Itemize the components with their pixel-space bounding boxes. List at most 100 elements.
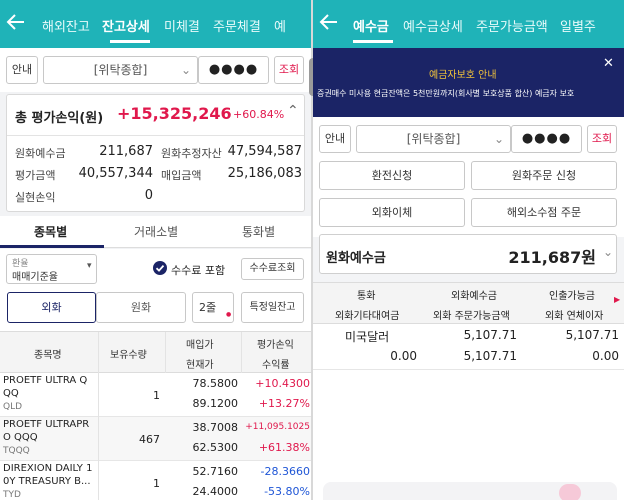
col-qty: 보유수량 — [110, 350, 147, 361]
fee-query-button[interactable]: 수수료조회 — [241, 258, 304, 280]
chevron-down-icon: ⌄ — [493, 132, 504, 146]
sub-tab-by-stock[interactable]: 종목별 — [34, 225, 68, 239]
tab-more[interactable]: 예 — [274, 20, 286, 35]
stock-rate: -53.80% — [264, 485, 310, 498]
back-arrow-icon[interactable] — [319, 12, 341, 36]
summary-value: 211,687 — [99, 144, 153, 159]
col-rate: 수익률 — [262, 360, 290, 371]
stock-pl: -28.3660 — [260, 465, 310, 478]
close-icon[interactable]: ✕ — [603, 56, 614, 71]
stock-current-price: 89.1200 — [192, 397, 239, 410]
password-input[interactable]: ●●●● — [198, 56, 269, 84]
fx-rate-value: 매매기준율 — [12, 272, 58, 283]
tab-orderable-amount[interactable]: 주문가능금액 — [476, 20, 548, 35]
back-arrow-icon[interactable] — [6, 12, 28, 36]
dot-icon: ● — [226, 311, 232, 318]
tab-unfilled[interactable]: 미체결 — [164, 20, 200, 35]
currency-name: 미국달러 — [345, 330, 390, 344]
fx-overdue-value: 0.00 — [592, 349, 619, 363]
tab-overseas-balance[interactable]: 해외잔고 — [42, 20, 90, 35]
stock-buy-price: 38.7008 — [192, 421, 239, 434]
fx-rate-select[interactable]: 환율 매매기준율 ▾ — [6, 254, 97, 284]
summary-value: 0 — [144, 188, 153, 203]
col-divider — [98, 332, 99, 374]
stock-name: PROETF ULTRAPR — [3, 419, 90, 430]
account-select[interactable]: [위탁종합] ⌄ — [356, 125, 511, 153]
account-select-value: [위탁종합] — [93, 63, 148, 77]
sub-tab-bar: 종목별 거래소별 통화별 — [0, 216, 311, 248]
holdings-table-header: 종목명 보유수량 매입가 현재가 평가손익 수익률 — [0, 331, 311, 374]
banner-text: 증권매수 미사용 현금잔액은 5천만원까지(회사별 보호상품 합산) 예금자 보… — [317, 89, 575, 98]
fx-transfer-button[interactable]: 외화이체 — [319, 198, 465, 227]
right-header: 예수금 예수금상세 주문가능금액 일별주 — [313, 0, 624, 48]
specific-date-button[interactable]: 특정일잔고 — [241, 292, 304, 323]
tab-order-filled[interactable]: 주문체결 — [213, 20, 261, 35]
account-select-value: [위탁종합] — [406, 132, 461, 146]
col-withdrawable: 인출가능금 — [549, 291, 595, 302]
summary-label: 매입금액 — [161, 169, 202, 182]
stock-name-cont: 0Y TREASURY B... — [3, 476, 91, 487]
query-button[interactable]: 조회 — [274, 56, 304, 84]
lines-select[interactable]: 2줄 ● — [192, 292, 234, 323]
stock-name: PROETF ULTRA Q — [3, 375, 88, 386]
total-pl-rate: +60.84% — [233, 108, 285, 121]
tab-deposit[interactable]: 예수금 — [353, 20, 389, 35]
fractional-order-button[interactable]: 해외소수점 주문 — [471, 198, 617, 227]
lines-select-value: 2줄 — [199, 301, 217, 314]
panel-divider — [311, 0, 313, 500]
col-pl: 평가손익 — [257, 340, 294, 351]
col-divider — [98, 461, 99, 500]
stock-qty: 1 — [153, 389, 160, 402]
scroll-right-icon[interactable]: ▶ — [614, 295, 621, 304]
krw-deposit-select[interactable]: 원화예수금 211,687원 ⌄ — [319, 234, 617, 274]
sub-tab-indicator — [0, 245, 104, 248]
table-row[interactable]: PROETF ULTRAPR O QQQ TQQQ 467 38.7008 62… — [0, 417, 311, 461]
password-input[interactable]: ●●●● — [511, 125, 582, 153]
col-currency: 통화 — [357, 291, 376, 302]
stock-qty: 467 — [139, 433, 160, 446]
query-button[interactable]: 조회 — [587, 125, 617, 153]
summary-label: 원화예수금 — [15, 147, 66, 160]
left-header: 해외잔고 잔고상세 미체결 주문체결 예 — [0, 0, 311, 48]
tab-daily[interactable]: 일별주 — [560, 20, 596, 35]
stock-qty: 1 — [153, 477, 160, 490]
stock-name-cont: O QQQ — [3, 432, 38, 443]
table-row[interactable]: PROETF ULTRA Q QQ QLD 1 78.5800 89.1200 … — [0, 373, 311, 417]
table-row[interactable]: 미국달러 5,107.71 5,107.71 0.00 5,107.71 0.0… — [313, 324, 624, 370]
chevron-up-icon[interactable]: ⌃ — [287, 103, 299, 119]
withdrawable-value: 5,107.71 — [565, 328, 619, 342]
stock-pl: +10.4300 — [255, 377, 310, 390]
krw-order-request-button[interactable]: 원화주문 신청 — [471, 161, 617, 190]
foreign-currency-toggle[interactable]: 외화 — [7, 292, 96, 323]
stock-buy-price: 78.5800 — [192, 377, 239, 390]
info-button[interactable]: 안내 — [6, 56, 38, 84]
active-tab-indicator — [353, 40, 393, 43]
fx-other-loan-value: 0.00 — [390, 349, 417, 363]
col-fx-deposit: 외화예수금 — [451, 291, 497, 302]
summary-card: 총 평가손익(원) +15,325,246 +60.84% ⌃ 원화예수금 21… — [6, 94, 305, 212]
deposit-protection-banner: 예금자보호 안내 증권매수 미사용 현금잔액은 5천만원까지(회사별 보호상품 … — [313, 48, 624, 117]
stock-pl: +11,095.1025 — [245, 422, 310, 432]
promo-banner[interactable] — [323, 482, 617, 500]
krw-toggle[interactable]: 원화 — [96, 292, 186, 323]
stock-buy-price: 52.7160 — [192, 465, 239, 478]
col-divider — [241, 332, 242, 374]
stock-name: DIREXION DAILY 1 — [3, 463, 93, 474]
col-buy-price: 매입가 — [186, 340, 214, 351]
stock-rate: +61.38% — [258, 441, 310, 454]
total-pl-value: +15,325,246 — [117, 104, 232, 123]
summary-value: 40,557,344 — [78, 166, 153, 181]
table-row[interactable]: DIREXION DAILY 1 0Y TREASURY B... TYD 1 … — [0, 461, 311, 500]
tab-deposit-detail[interactable]: 예수금상세 — [403, 20, 463, 35]
stock-code: TYD — [3, 490, 21, 500]
left-panel: 해외잔고 잔고상세 미체결 주문체결 예 안내 [위탁종합] ⌄ ●●●● 조회… — [0, 0, 311, 500]
exchange-request-button[interactable]: 환전신청 — [319, 161, 465, 190]
sub-tab-by-exchange[interactable]: 거래소별 — [134, 225, 179, 239]
checkbox-checked-icon[interactable] — [153, 261, 167, 275]
tab-balance-detail[interactable]: 잔고상세 — [102, 20, 150, 35]
account-select[interactable]: [위탁종합] ⌄ — [43, 56, 198, 84]
summary-value: 47,594,587 — [227, 144, 302, 159]
sub-tab-by-currency[interactable]: 통화별 — [242, 225, 276, 239]
info-button[interactable]: 안내 — [319, 125, 351, 153]
fx-deposit-value: 5,107.71 — [463, 328, 517, 342]
